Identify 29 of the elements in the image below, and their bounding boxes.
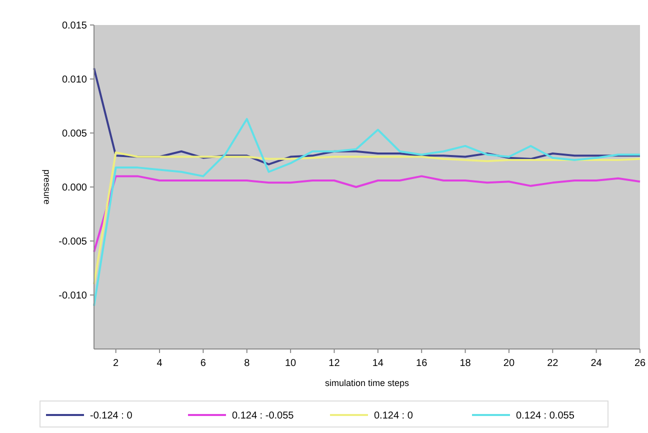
y-axis-title: pressure xyxy=(42,169,52,205)
legend-label: 0.124 : 0.055 xyxy=(516,410,575,422)
x-tick-label: 10 xyxy=(284,358,297,369)
y-tick-label: 0.010 xyxy=(62,74,88,86)
x-tick-label: 22 xyxy=(547,358,559,369)
x-tick-label: 26 xyxy=(634,358,646,369)
x-tick-label: 16 xyxy=(416,358,428,369)
y-tick-label: 0.005 xyxy=(62,128,88,140)
legend-label: 0.124 : -0.055 xyxy=(232,410,294,422)
y-tick-label: -0.005 xyxy=(58,236,88,248)
x-tick-label: 2 xyxy=(113,358,120,369)
line-series xyxy=(93,175,641,253)
x-tick-label: 6 xyxy=(200,358,206,369)
x-tick-label: 12 xyxy=(328,358,340,369)
line-series xyxy=(93,151,641,286)
x-tick-label: 14 xyxy=(372,358,384,369)
y-tick-label: 0.000 xyxy=(62,182,88,194)
y-tick-label: -0.010 xyxy=(58,290,88,302)
line-series xyxy=(93,67,641,166)
line-series xyxy=(93,118,641,307)
x-tick-label: 8 xyxy=(244,358,250,369)
x-tick-label: 4 xyxy=(156,358,163,369)
y-tick-label: 0.015 xyxy=(62,20,88,32)
x-tick-label: 24 xyxy=(590,358,602,369)
x-axis-title: simulation time steps xyxy=(324,378,410,388)
x-tick-label: 20 xyxy=(503,358,515,369)
legend-label: -0.124 : 0 xyxy=(90,410,133,422)
legend-label: 0.124 : 0 xyxy=(374,410,414,422)
x-tick-label: 18 xyxy=(460,358,472,369)
